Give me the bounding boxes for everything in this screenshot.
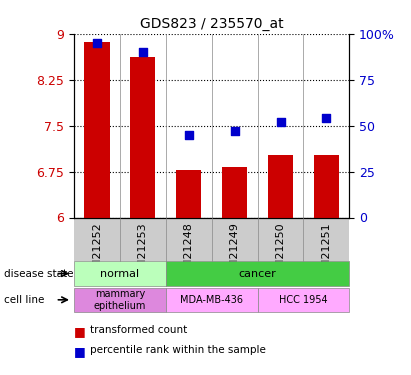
Bar bbox=[84, 42, 110, 218]
Text: transformed count: transformed count bbox=[90, 325, 188, 335]
Text: ■: ■ bbox=[74, 345, 86, 358]
Text: MDA-MB-436: MDA-MB-436 bbox=[180, 295, 243, 305]
Title: GDS823 / 235570_at: GDS823 / 235570_at bbox=[140, 17, 284, 32]
Bar bbox=[268, 155, 293, 218]
Point bbox=[94, 40, 100, 46]
Point bbox=[139, 49, 146, 55]
Point bbox=[231, 128, 238, 134]
Bar bbox=[314, 155, 339, 218]
Text: ■: ■ bbox=[74, 325, 86, 338]
Point bbox=[323, 115, 330, 121]
Text: normal: normal bbox=[100, 268, 139, 279]
Text: cell line: cell line bbox=[4, 295, 44, 305]
Text: mammary
epithelium: mammary epithelium bbox=[94, 289, 146, 310]
Point bbox=[185, 132, 192, 138]
Text: HCC 1954: HCC 1954 bbox=[279, 295, 328, 305]
Text: percentile rank within the sample: percentile rank within the sample bbox=[90, 345, 266, 355]
Text: disease state: disease state bbox=[4, 268, 74, 279]
Point bbox=[277, 119, 284, 125]
Bar bbox=[130, 57, 155, 217]
Bar bbox=[222, 167, 247, 217]
Bar bbox=[176, 170, 201, 217]
Text: cancer: cancer bbox=[239, 268, 277, 279]
